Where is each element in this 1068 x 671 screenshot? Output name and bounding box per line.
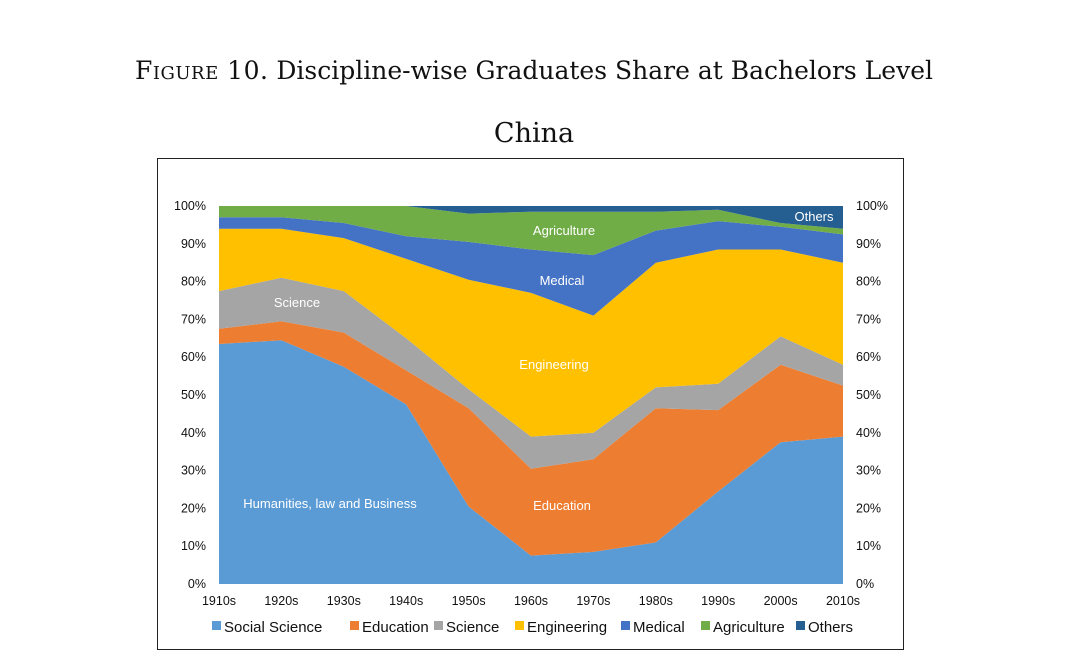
- y-tick-right: 10%: [856, 539, 881, 553]
- x-tick-label: 1920s: [264, 594, 298, 608]
- legend-item-agriculture: Agriculture: [701, 619, 785, 636]
- x-tick-label: 1940s: [389, 594, 423, 608]
- figure-caption: Figure 10. Discipline-wise Graduates Sha…: [0, 56, 1068, 85]
- y-tick-left: 80%: [181, 275, 206, 289]
- x-tick-label: 2010s: [826, 594, 860, 608]
- x-tick-label: 1980s: [639, 594, 673, 608]
- area-layer: [219, 206, 843, 584]
- y-tick-right: 100%: [856, 199, 888, 213]
- y-tick-right: 90%: [856, 237, 881, 251]
- legend-item-social-science: Social Science: [212, 619, 322, 636]
- y-tick-right: 40%: [856, 426, 881, 440]
- y-tick-left: 20%: [181, 501, 206, 515]
- y-tick-left: 30%: [181, 464, 206, 478]
- legend-item-education: Education: [350, 619, 429, 636]
- y-tick-left: 50%: [181, 388, 206, 402]
- legend-label: Education: [362, 619, 429, 636]
- legend-swatch: [212, 621, 221, 630]
- legend: Social Science Education Science Engineerin…: [212, 619, 853, 636]
- legend-item-others: Others: [796, 619, 853, 636]
- figure-number: Figure 10.: [135, 56, 269, 85]
- figure-title: Discipline-wise Graduates Share at Bache…: [276, 56, 933, 85]
- y-tick-right: 60%: [856, 350, 881, 364]
- area-engineering: [219, 228, 843, 437]
- area-agriculture: [219, 206, 843, 256]
- area-science: [219, 277, 843, 469]
- legend-item-engineering: Engineering: [515, 619, 607, 636]
- legend-label: Science: [446, 619, 499, 636]
- x-tick-label: 2000s: [764, 594, 798, 608]
- y-tick-right: 50%: [856, 388, 881, 402]
- y-tick-left: 70%: [181, 312, 206, 326]
- area-label-medical: Medical: [540, 273, 585, 288]
- area-label-humanities-law-and-business: Humanities, law and Business: [243, 496, 417, 511]
- y-tick-right: 20%: [856, 501, 881, 515]
- legend-swatch: [621, 621, 630, 630]
- legend-swatch: [796, 621, 805, 630]
- area-label-science: Science: [274, 295, 320, 310]
- x-tick-label: 1970s: [576, 594, 610, 608]
- legend-swatch: [701, 621, 710, 630]
- legend-swatch: [515, 621, 524, 630]
- area-label-engineering: Engineering: [519, 357, 588, 372]
- legend-label: Agriculture: [713, 619, 785, 636]
- area-medical: [219, 217, 843, 316]
- area-label-agriculture: Agriculture: [533, 223, 595, 238]
- legend-swatch: [434, 621, 443, 630]
- y-tick-right: 70%: [856, 312, 881, 326]
- area-others: [219, 206, 843, 229]
- stacked-area-chart: 0% 0% 10% 10% 20% 20% 30% 30% 40% 40% 50% 50% 60% 60%…: [174, 199, 888, 636]
- x-tick-label: 1910s: [202, 594, 236, 608]
- legend-item-science: Science: [434, 619, 499, 636]
- x-tick-label: 1930s: [327, 594, 361, 608]
- legend-label: Engineering: [527, 619, 607, 636]
- area-label-others: Others: [794, 209, 834, 224]
- chart-title: China: [493, 118, 575, 149]
- legend-label: Medical: [633, 619, 685, 636]
- legend-item-medical: Medical: [621, 619, 685, 636]
- y-tick-left: 40%: [181, 426, 206, 440]
- y-tick-right: 30%: [856, 464, 881, 478]
- area-social-science: [219, 340, 843, 584]
- x-tick-label: 1990s: [701, 594, 735, 608]
- y-tick-right: 80%: [856, 275, 881, 289]
- area-education: [219, 321, 843, 556]
- area-label-education: Education: [533, 498, 591, 513]
- y-tick-right: 0%: [856, 577, 874, 591]
- y-tick-left: 60%: [181, 350, 206, 364]
- x-tick-label: 1960s: [514, 594, 548, 608]
- legend-swatch: [350, 621, 359, 630]
- x-tick-label: 1950s: [452, 594, 486, 608]
- y-tick-left: 100%: [174, 199, 206, 213]
- legend-label: Others: [808, 619, 853, 636]
- y-tick-left: 10%: [181, 539, 206, 553]
- chart-frame: 0% 0% 10% 10% 20% 20% 30% 30% 40% 40% 50% 50% 60% 60%…: [157, 158, 904, 650]
- legend-label: Social Science: [224, 619, 322, 636]
- y-tick-left: 90%: [181, 237, 206, 251]
- y-tick-left: 0%: [188, 577, 206, 591]
